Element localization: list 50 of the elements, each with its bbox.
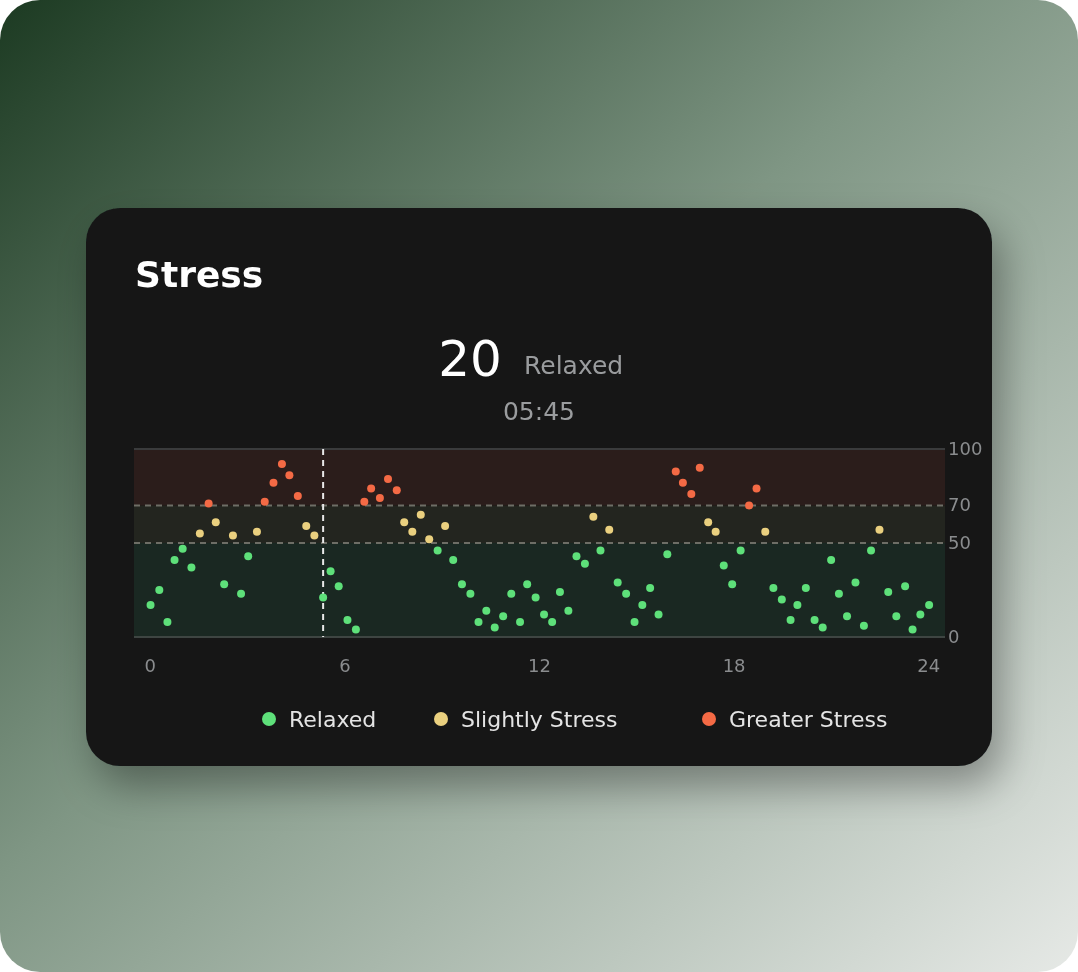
point xyxy=(392,486,401,495)
point xyxy=(204,499,213,508)
x-tick-label: 18 xyxy=(722,655,746,676)
y-tick-label: 0 xyxy=(948,626,960,647)
point xyxy=(293,492,302,500)
point xyxy=(269,478,278,487)
legend-label: Greater Stress xyxy=(729,707,888,732)
point xyxy=(695,463,704,472)
point xyxy=(752,484,761,493)
x-tick-label: 6 xyxy=(339,655,351,676)
x-tick-label: 24 xyxy=(917,655,941,676)
point xyxy=(671,467,680,476)
y-tick-label: 70 xyxy=(948,494,971,516)
point xyxy=(416,510,425,519)
point xyxy=(367,484,376,493)
chart-title: Stress xyxy=(135,254,264,295)
point xyxy=(310,531,319,540)
text: 20 xyxy=(438,330,502,388)
point xyxy=(375,493,384,502)
point xyxy=(384,475,393,484)
point xyxy=(605,525,614,534)
point xyxy=(400,518,409,527)
point xyxy=(745,501,754,510)
x-tick-label: 0 xyxy=(144,655,156,676)
point xyxy=(678,478,687,487)
legend-label: Slightly Stress xyxy=(461,707,618,732)
point xyxy=(211,518,220,527)
point xyxy=(302,522,311,531)
point xyxy=(875,525,884,534)
text: Relaxed xyxy=(524,351,624,380)
point xyxy=(228,531,237,540)
legend-label: Relaxed xyxy=(289,707,377,732)
point xyxy=(687,490,696,499)
point xyxy=(195,529,204,538)
point xyxy=(260,497,269,506)
point xyxy=(252,527,261,536)
point xyxy=(589,512,598,521)
point xyxy=(408,527,417,536)
point xyxy=(277,460,286,469)
x-tick-label: 12 xyxy=(528,655,551,676)
point xyxy=(285,471,294,480)
point xyxy=(425,535,434,544)
text: 05:45 xyxy=(502,397,576,426)
point xyxy=(711,527,720,536)
point xyxy=(704,518,713,527)
y-tick-label: 50 xyxy=(948,532,971,553)
point xyxy=(360,497,369,506)
point xyxy=(761,527,770,536)
point xyxy=(441,522,450,531)
y-tick-label: 100 xyxy=(948,438,983,459)
